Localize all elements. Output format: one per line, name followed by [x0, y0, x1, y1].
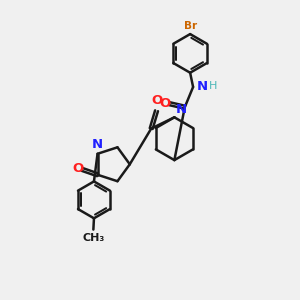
Text: N: N: [92, 138, 103, 151]
Text: CH₃: CH₃: [82, 232, 104, 242]
Text: Br: Br: [184, 20, 197, 31]
Text: O: O: [159, 97, 170, 110]
Text: H: H: [209, 81, 217, 92]
Text: N: N: [176, 103, 187, 116]
Text: N: N: [197, 80, 208, 93]
Text: O: O: [72, 162, 83, 175]
Text: O: O: [151, 94, 163, 107]
